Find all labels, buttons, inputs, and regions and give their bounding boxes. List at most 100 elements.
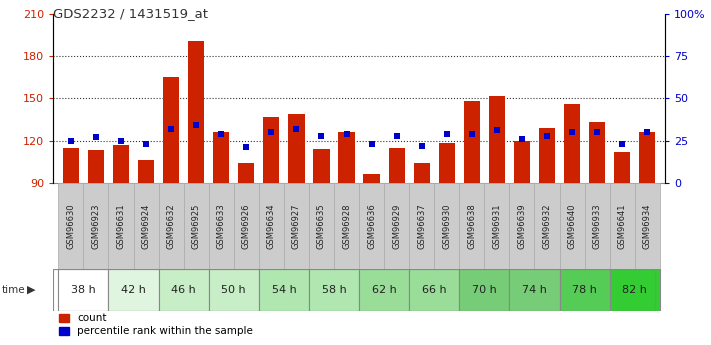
Bar xyxy=(259,183,284,269)
Point xyxy=(491,128,503,133)
Bar xyxy=(609,183,635,269)
Bar xyxy=(384,183,409,269)
Point xyxy=(567,129,578,135)
Text: GSM96927: GSM96927 xyxy=(292,203,301,249)
Text: GSM96929: GSM96929 xyxy=(392,203,401,249)
Point xyxy=(266,129,277,135)
Text: 70 h: 70 h xyxy=(472,285,497,295)
Text: GSM96930: GSM96930 xyxy=(442,203,451,249)
Text: 78 h: 78 h xyxy=(572,285,597,295)
Bar xyxy=(58,269,109,310)
Text: GSM96932: GSM96932 xyxy=(542,203,552,249)
Text: GSM96637: GSM96637 xyxy=(417,203,426,249)
Bar xyxy=(488,96,505,183)
Text: GSM96630: GSM96630 xyxy=(66,203,75,249)
Bar xyxy=(259,269,309,310)
Bar xyxy=(564,104,580,183)
Bar xyxy=(409,269,459,310)
Bar xyxy=(338,132,355,183)
Point xyxy=(341,131,352,137)
Text: GSM96636: GSM96636 xyxy=(367,203,376,249)
Bar xyxy=(284,183,309,269)
Bar xyxy=(439,144,455,183)
Bar xyxy=(484,183,509,269)
Bar xyxy=(238,163,255,183)
Point xyxy=(416,143,427,148)
Bar xyxy=(359,269,409,310)
Text: GSM96639: GSM96639 xyxy=(518,203,526,249)
Text: GSM96923: GSM96923 xyxy=(92,203,100,249)
Bar xyxy=(589,122,605,183)
Bar xyxy=(109,183,134,269)
Text: GSM96934: GSM96934 xyxy=(643,203,652,249)
Point xyxy=(366,141,378,147)
Bar xyxy=(388,148,405,183)
Point xyxy=(166,126,177,131)
Point xyxy=(391,133,402,138)
Bar xyxy=(309,269,359,310)
Bar xyxy=(584,183,609,269)
Bar xyxy=(334,183,359,269)
Bar xyxy=(83,183,109,269)
Bar xyxy=(113,145,129,183)
Bar xyxy=(509,269,560,310)
Bar xyxy=(87,150,104,183)
Text: 38 h: 38 h xyxy=(71,285,96,295)
Text: 66 h: 66 h xyxy=(422,285,447,295)
Text: GSM96925: GSM96925 xyxy=(192,203,201,249)
Text: GSM96926: GSM96926 xyxy=(242,203,251,249)
Text: GSM96928: GSM96928 xyxy=(342,203,351,249)
Legend: count, percentile rank within the sample: count, percentile rank within the sample xyxy=(58,313,253,336)
Text: GSM96634: GSM96634 xyxy=(267,203,276,249)
Point xyxy=(466,131,478,137)
Bar xyxy=(309,183,334,269)
Bar xyxy=(359,183,384,269)
Point xyxy=(191,122,202,128)
Point xyxy=(516,136,528,142)
Point xyxy=(115,138,127,144)
Bar xyxy=(188,41,204,183)
Bar xyxy=(614,152,631,183)
Text: GSM96640: GSM96640 xyxy=(567,203,577,249)
Text: GSM96631: GSM96631 xyxy=(117,203,125,249)
Bar xyxy=(409,183,434,269)
Bar xyxy=(159,269,209,310)
Bar xyxy=(63,148,79,183)
Bar xyxy=(58,183,83,269)
Bar xyxy=(163,77,179,183)
Bar xyxy=(314,149,330,183)
Point xyxy=(215,131,227,137)
Text: GSM96633: GSM96633 xyxy=(217,203,225,249)
Bar xyxy=(459,269,509,310)
Bar xyxy=(213,132,230,183)
Bar xyxy=(234,183,259,269)
Text: 74 h: 74 h xyxy=(522,285,547,295)
Text: 46 h: 46 h xyxy=(171,285,196,295)
Text: 50 h: 50 h xyxy=(221,285,246,295)
Bar xyxy=(209,269,259,310)
Text: GSM96632: GSM96632 xyxy=(166,203,176,249)
Bar xyxy=(109,269,159,310)
Text: time: time xyxy=(1,285,25,295)
Text: GSM96933: GSM96933 xyxy=(593,203,602,249)
Text: 82 h: 82 h xyxy=(622,285,647,295)
Point xyxy=(641,129,653,135)
Point xyxy=(240,145,252,150)
Bar xyxy=(159,183,183,269)
Point xyxy=(592,129,603,135)
Text: GSM96931: GSM96931 xyxy=(493,203,501,249)
Bar xyxy=(459,183,484,269)
Point xyxy=(616,141,628,147)
Bar xyxy=(514,141,530,183)
Bar xyxy=(138,160,154,183)
Bar xyxy=(539,128,555,183)
Point xyxy=(291,126,302,131)
Bar xyxy=(560,269,609,310)
Text: 62 h: 62 h xyxy=(372,285,397,295)
Text: GSM96638: GSM96638 xyxy=(467,203,476,249)
Point xyxy=(90,135,102,140)
Bar xyxy=(639,132,656,183)
Point xyxy=(316,133,327,138)
Bar xyxy=(464,101,480,183)
Bar xyxy=(209,183,234,269)
